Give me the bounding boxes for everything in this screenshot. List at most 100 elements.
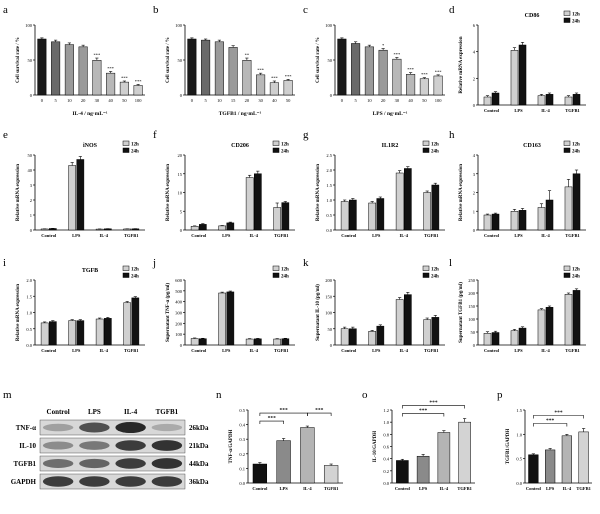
bar-12h	[510, 211, 519, 231]
y-tick-label: 0	[180, 343, 183, 348]
chart-panel-j: 0 100 200 300 400 500 600 Supernatant TNF-α (pg…	[166, 265, 295, 353]
legend-swatch	[563, 272, 571, 278]
blot-band	[151, 440, 183, 451]
bar-12h	[537, 95, 546, 106]
y-tick-label: 100	[325, 311, 333, 316]
bar-12h	[245, 177, 254, 231]
bar	[201, 39, 211, 96]
y-tick-label: 100	[468, 317, 476, 322]
bar-12h	[510, 330, 519, 346]
y-axis-label: TNF-α/GAPDH	[229, 429, 234, 463]
x-tick-label: IL-4	[541, 348, 550, 353]
panel-letter-i: i	[3, 257, 6, 269]
blot-band	[115, 476, 146, 487]
bar-24h	[572, 173, 581, 231]
bar-24h	[545, 307, 554, 346]
bar-12h	[483, 333, 492, 346]
bar-24h	[281, 202, 290, 231]
blot-strip	[39, 473, 186, 490]
y-tick-label: 3	[473, 172, 476, 177]
legend-label: 24h	[281, 149, 289, 154]
y-tick-label: 0	[473, 103, 476, 108]
bar-24h	[491, 92, 500, 106]
x-tick-label: IL-4	[249, 233, 258, 238]
significance-label: ***	[257, 68, 265, 73]
significance-bracket	[533, 423, 568, 427]
x-tick-label: LPS	[514, 108, 523, 113]
legend-swatch	[272, 265, 280, 271]
panel-letter-p: p	[497, 389, 503, 401]
bar	[51, 41, 61, 96]
y-tick-label: 0.5	[326, 213, 332, 218]
blot-band	[151, 458, 183, 469]
legend-label: 12h	[281, 267, 289, 272]
x-tick-label: IL-4	[399, 233, 408, 238]
x-tick-label: 30	[95, 98, 100, 103]
blot-protein-label: TNF-α	[16, 424, 36, 432]
chart-title: IL1R2	[382, 143, 399, 149]
legend-swatch	[563, 147, 571, 153]
bar-24h	[76, 320, 85, 346]
bar-12h	[40, 322, 49, 346]
bar-24h	[131, 228, 140, 231]
significance-label: ***	[135, 79, 143, 84]
bar	[433, 75, 443, 96]
significance-label: ***	[107, 66, 115, 71]
blot-band	[42, 423, 74, 432]
bar	[578, 431, 589, 484]
x-tick-label: 50	[422, 98, 427, 103]
significance-label: ***	[429, 400, 438, 406]
x-axis-label: IL-4 / ng·mL⁻¹	[72, 111, 107, 117]
x-tick-label: Control	[526, 486, 542, 491]
bar	[396, 460, 409, 484]
y-tick-label: 100	[175, 332, 183, 337]
blot-protein-label: TGFB1	[13, 460, 36, 468]
bar	[437, 432, 451, 484]
blot-band	[42, 459, 74, 468]
significance-label: ***	[546, 418, 555, 424]
y-axis-label: TGFB1/GAPDH	[506, 429, 511, 465]
chart-panel-f: 0 5 10 15 20 Relative mRNA expression CD206 Con…	[166, 140, 295, 238]
y-tick-label: 2	[473, 76, 475, 81]
x-tick-label: 30	[258, 98, 263, 103]
legend-label: 24h	[281, 274, 289, 279]
y-tick-label: 0.0	[326, 228, 332, 233]
panel-letter-g: g	[303, 129, 309, 141]
legend-swatch	[272, 140, 280, 146]
y-tick-label: 1.2	[383, 408, 389, 413]
blot-strip	[39, 455, 186, 472]
legend-swatch	[122, 265, 130, 271]
bar	[416, 455, 430, 484]
bar-24h	[131, 297, 140, 346]
bar-12h	[273, 207, 282, 231]
legend-label: 24h	[572, 274, 580, 279]
bar-24h	[518, 210, 527, 231]
y-tick-label: 200	[325, 278, 333, 283]
bar	[406, 74, 416, 96]
bar	[323, 465, 339, 484]
legend-swatch	[563, 17, 571, 23]
x-tick-label: 10	[367, 98, 372, 103]
bar-24h	[431, 317, 440, 346]
y-tick-label: 0.4	[239, 423, 245, 428]
significance-label: **	[245, 53, 250, 58]
y-axis-label: Supernatant TGFB1 (pg/ml)	[459, 282, 464, 343]
bar-12h	[273, 338, 282, 346]
blot-band	[42, 476, 74, 487]
legend-label: 12h	[131, 142, 139, 147]
bar	[269, 82, 279, 96]
y-tick-label: 0	[473, 343, 476, 348]
blot-size-label: 36kDa	[189, 478, 209, 486]
x-tick-label: TGFB1	[565, 108, 580, 113]
y-tick-label: 100	[175, 23, 183, 28]
blot-band	[151, 423, 183, 432]
bar	[545, 449, 556, 484]
bar-12h	[395, 299, 404, 346]
significance-label: ***	[121, 76, 129, 81]
bar	[392, 58, 402, 96]
bar	[337, 38, 347, 96]
blot-band	[79, 458, 110, 469]
bar-12h	[564, 294, 573, 346]
bar-12h	[340, 201, 349, 231]
